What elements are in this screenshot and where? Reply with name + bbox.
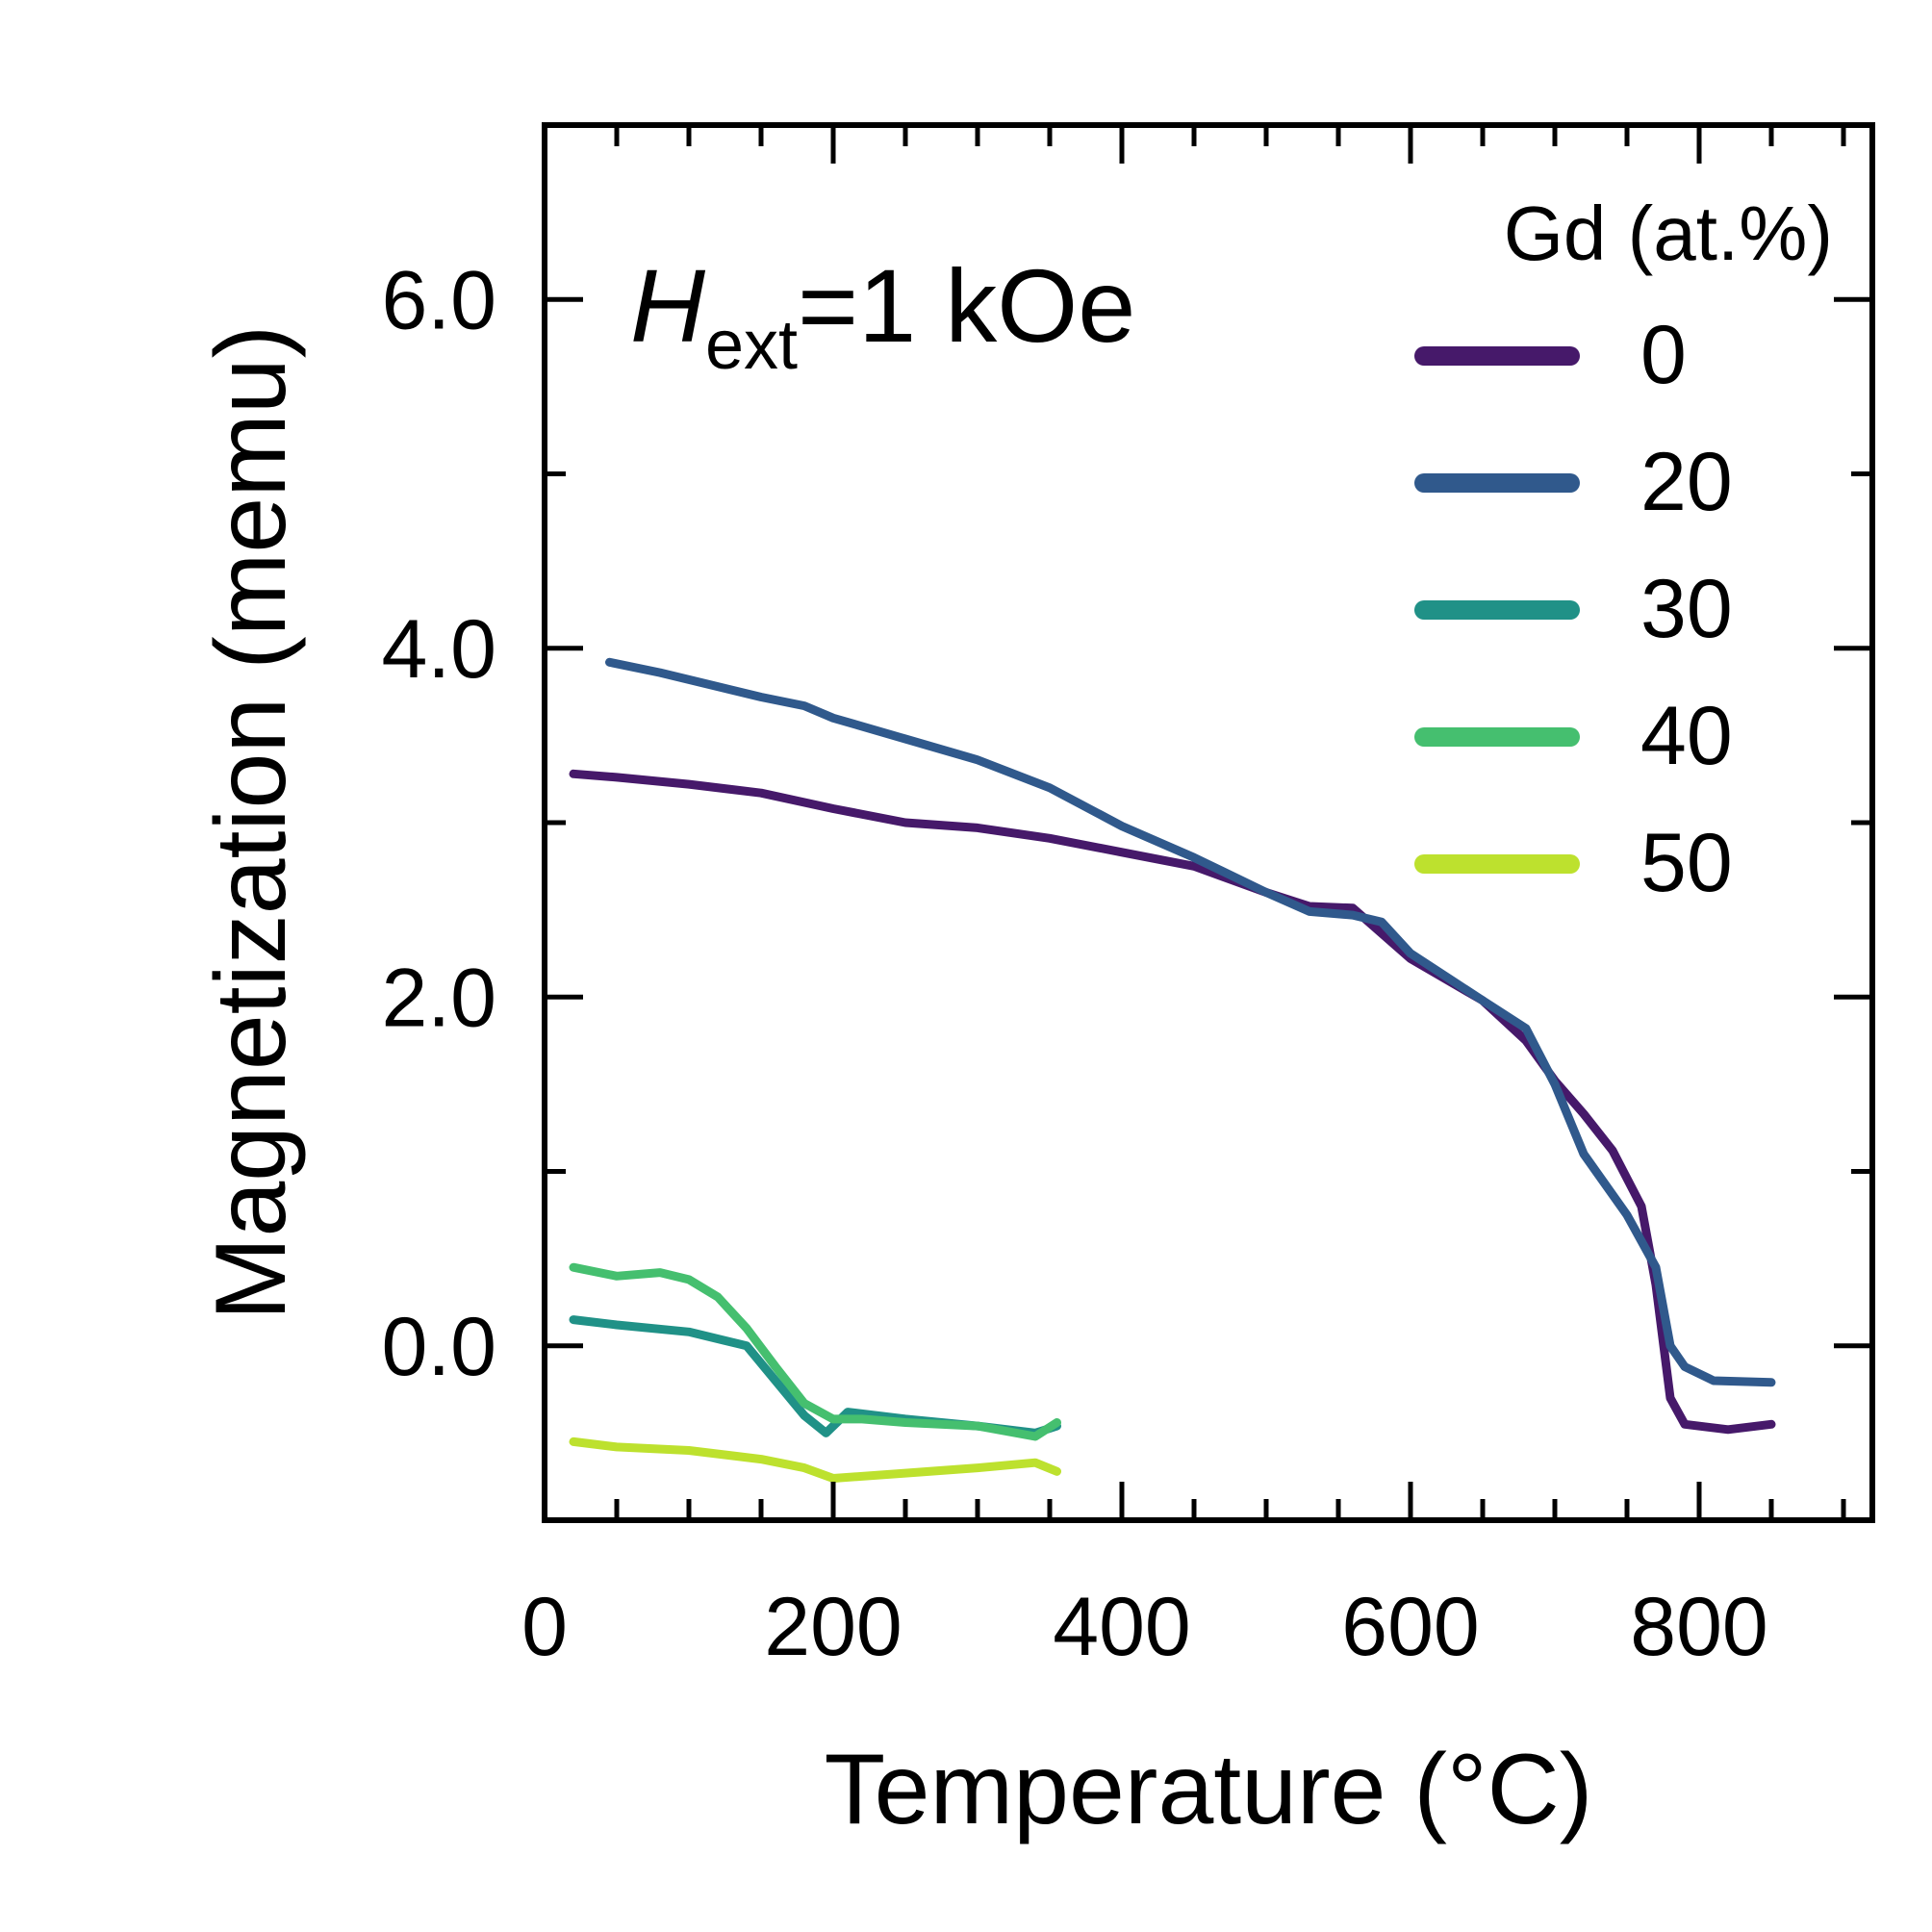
y-tick-label: 0.0 bbox=[381, 1301, 496, 1393]
x-tick-label: 0 bbox=[521, 1581, 568, 1673]
annotation-rest: =1 kOe bbox=[798, 247, 1135, 364]
y-axis-title: Magnetization (memu) bbox=[195, 325, 307, 1321]
y-tick-label: 6.0 bbox=[381, 254, 496, 346]
series-line-20 bbox=[605, 657, 1776, 1387]
x-axis-title: Temperature (°C) bbox=[825, 1734, 1593, 1845]
x-tick-label: 400 bbox=[1053, 1581, 1191, 1673]
legend-label-50: 50 bbox=[1640, 817, 1733, 909]
y-tick-label: 4.0 bbox=[381, 603, 496, 696]
legend-title: Gd (at.%) bbox=[1504, 191, 1833, 276]
legend-label-30: 30 bbox=[1640, 563, 1733, 655]
x-tick-label: 800 bbox=[1630, 1581, 1768, 1673]
legend-label-0: 0 bbox=[1640, 309, 1687, 401]
field-annotation: Hext=1 kOe bbox=[630, 247, 1135, 384]
plot-layer bbox=[569, 657, 1776, 1483]
legend-label-20: 20 bbox=[1640, 436, 1733, 528]
legend-label-40: 40 bbox=[1640, 690, 1733, 782]
series-line-50 bbox=[569, 1436, 1061, 1483]
legend: Gd (at.%) 0 20 30 40 50 bbox=[1414, 191, 1833, 909]
annotation-main: H bbox=[630, 247, 706, 364]
series-line-30 bbox=[569, 1315, 1061, 1437]
x-tick-label: 200 bbox=[764, 1581, 902, 1673]
series-line-40 bbox=[569, 1262, 1061, 1441]
annotation-sub: ext bbox=[705, 307, 798, 384]
y-tick-label: 2.0 bbox=[381, 952, 496, 1044]
axis-ticks bbox=[542, 122, 1872, 1523]
x-tick-label: 600 bbox=[1341, 1581, 1480, 1673]
